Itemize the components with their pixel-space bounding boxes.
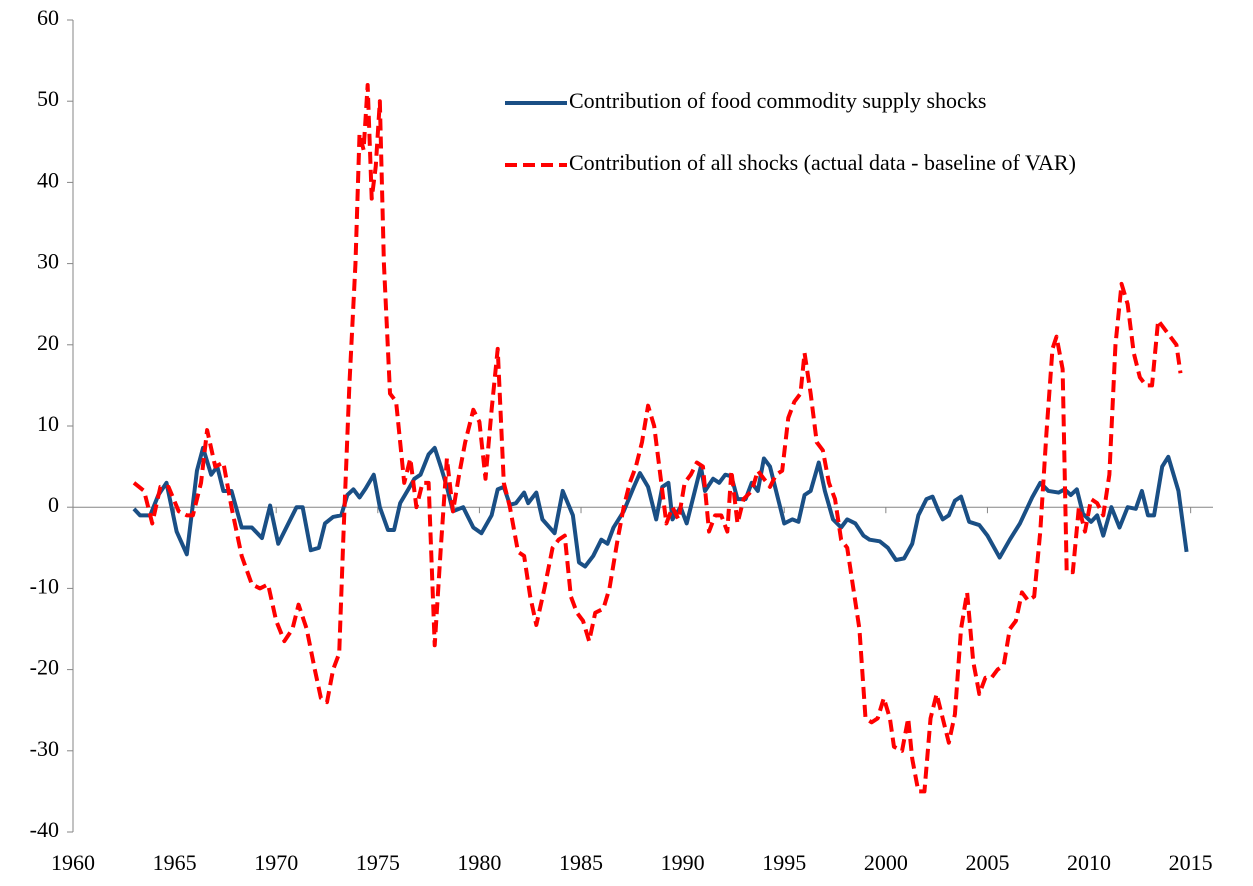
y-tick-label: 20 bbox=[37, 330, 59, 355]
x-tick-label: 1975 bbox=[356, 850, 400, 875]
x-tick-label: 1960 bbox=[51, 850, 95, 875]
x-tick-label: 1965 bbox=[153, 850, 197, 875]
legend-label: Contribution of food commodity supply sh… bbox=[569, 88, 986, 113]
x-tick-label: 1995 bbox=[762, 850, 806, 875]
x-tick-label: 1970 bbox=[254, 850, 298, 875]
x-tick-label: 2015 bbox=[1169, 850, 1213, 875]
y-tick-label: 0 bbox=[48, 492, 59, 517]
x-tick-label: 1980 bbox=[457, 850, 501, 875]
y-tick-label: 30 bbox=[37, 249, 59, 274]
series-line bbox=[132, 82, 1183, 794]
x-tick-label: 2000 bbox=[864, 850, 908, 875]
y-tick-label: -20 bbox=[30, 655, 59, 680]
y-tick-label: 40 bbox=[37, 167, 59, 192]
x-tick-label: 1985 bbox=[559, 850, 603, 875]
series-line bbox=[132, 445, 1189, 569]
x-tick-label: 1990 bbox=[661, 850, 705, 875]
y-tick-label: 10 bbox=[37, 411, 59, 436]
y-tick-label: -40 bbox=[30, 817, 59, 842]
y-tick-label: 60 bbox=[37, 5, 59, 30]
legend-label: Contribution of all shocks (actual data … bbox=[569, 150, 1076, 175]
y-tick-label: -10 bbox=[30, 573, 59, 598]
x-tick-label: 2010 bbox=[1067, 850, 1111, 875]
x-tick-label: 2005 bbox=[965, 850, 1009, 875]
y-tick-label: 50 bbox=[37, 86, 59, 111]
y-tick-label: -30 bbox=[30, 736, 59, 761]
